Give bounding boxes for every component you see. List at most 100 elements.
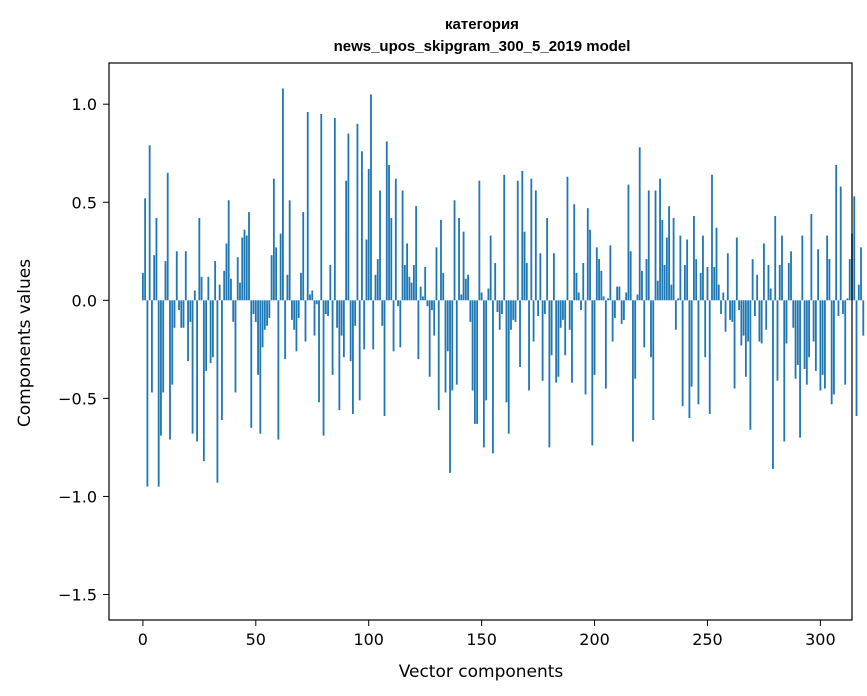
bar (602, 296, 605, 301)
bar (677, 298, 680, 301)
bar (695, 259, 698, 301)
bar (819, 300, 822, 391)
bar (498, 300, 501, 330)
bar (160, 300, 162, 436)
bar (643, 300, 646, 348)
bar (166, 172, 169, 301)
plot-frame (108, 62, 853, 621)
bar (293, 300, 296, 330)
bar (257, 300, 259, 375)
bar (453, 200, 456, 301)
bar (679, 235, 682, 301)
bar (571, 300, 573, 383)
bar (214, 261, 217, 301)
bar (211, 300, 214, 358)
bar (749, 300, 752, 430)
bar (618, 286, 621, 301)
bar (394, 178, 397, 301)
bar (250, 300, 253, 428)
bar (180, 300, 183, 328)
bar (501, 300, 503, 315)
bar (808, 300, 810, 358)
bar (591, 300, 594, 446)
bar (309, 294, 311, 301)
bar (329, 265, 332, 301)
bar (419, 286, 422, 301)
y-axis-label: Components values (15, 259, 35, 427)
bar (236, 257, 239, 301)
bar (410, 282, 413, 301)
bar (699, 272, 702, 301)
bar (584, 300, 587, 395)
bar (844, 300, 847, 385)
bar (232, 300, 235, 322)
bar (523, 231, 526, 301)
bar (738, 300, 740, 311)
bar (169, 300, 171, 440)
bar (582, 263, 585, 301)
bar (162, 300, 165, 393)
bar (148, 145, 151, 301)
bar (144, 198, 147, 301)
y-tick-label: 1.0 (72, 95, 97, 114)
bar (306, 112, 309, 301)
y-axis: −1.5 −1.0 −0.5 0.0 0.5 1.0 (58, 95, 109, 605)
bar (272, 178, 275, 301)
bar (645, 259, 648, 301)
bar (510, 300, 512, 330)
bar (821, 300, 824, 375)
bar (403, 265, 406, 301)
bar (297, 300, 300, 318)
bar (715, 227, 718, 301)
x-axis-label: Vector components (399, 662, 564, 682)
bar (191, 300, 194, 434)
bar (205, 300, 208, 371)
bar (390, 217, 393, 301)
bar (753, 300, 756, 316)
bar (559, 300, 562, 328)
bar (862, 300, 865, 336)
bar (665, 237, 668, 301)
bar (708, 300, 711, 415)
bar (543, 300, 546, 315)
y-tick-label: −1.5 (58, 586, 97, 605)
bar (412, 265, 415, 301)
bar (620, 300, 623, 324)
bar (598, 259, 600, 301)
x-tick-label: 100 (353, 630, 384, 649)
bar (383, 300, 386, 417)
bar (717, 284, 720, 301)
bar (277, 300, 280, 440)
bar (659, 178, 661, 301)
bar (652, 300, 655, 420)
bar (781, 235, 783, 301)
bar (525, 263, 528, 301)
bar (855, 300, 858, 417)
bar (361, 151, 363, 301)
bar (814, 300, 817, 371)
bar (216, 300, 219, 483)
bar (595, 247, 598, 301)
bar (467, 274, 469, 301)
bar (417, 300, 420, 360)
bar (785, 300, 788, 344)
bar (765, 300, 768, 330)
bar (796, 300, 799, 366)
bar (408, 276, 411, 301)
bar (198, 217, 201, 301)
bar (333, 117, 336, 301)
bar (837, 300, 840, 316)
bar (327, 300, 329, 316)
bar (668, 206, 670, 301)
bar (494, 263, 497, 301)
bar (783, 300, 786, 442)
bar (683, 265, 686, 301)
bar (541, 300, 544, 381)
bar (860, 247, 862, 301)
bar (345, 180, 348, 301)
bar (516, 180, 519, 301)
bar (641, 270, 643, 301)
bar (830, 300, 833, 405)
bar (546, 217, 549, 301)
bar (379, 190, 381, 301)
